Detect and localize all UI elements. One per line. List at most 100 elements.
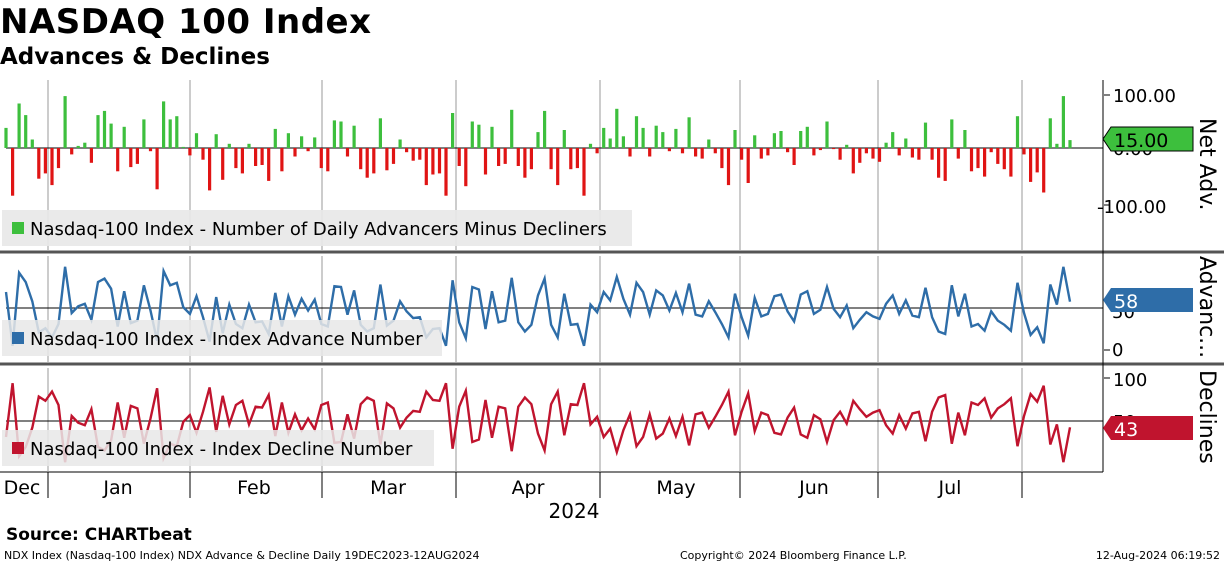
net-adv-bar — [884, 142, 888, 148]
net-adv-bar — [786, 148, 790, 153]
net-adv-bar — [76, 145, 80, 148]
net-adv-bar — [313, 137, 317, 148]
net-adv-bar — [877, 148, 882, 162]
net-adv-tick-top: 100.00 — [1113, 86, 1176, 107]
net-adv-bar — [871, 148, 875, 159]
net-adv-axis-title: Net Adv. — [1194, 118, 1219, 211]
decline-number-line — [4, 382, 1072, 463]
net-adv-bars — [4, 96, 1072, 196]
net-adv-bar — [832, 148, 836, 150]
net-adv-bar — [851, 148, 855, 174]
net-adv-bar — [1035, 148, 1039, 173]
net-adv-tick-bottom: -100.00 — [1097, 197, 1166, 218]
x-axis: Dec Jan Feb Mar Apr May Jun Jul — [4, 472, 1023, 499]
net-adv-bar — [63, 96, 67, 148]
net-adv-bar — [339, 121, 343, 148]
net-adv-bar — [746, 148, 750, 183]
net-adv-bar — [497, 148, 501, 166]
net-adv-bar — [858, 148, 862, 163]
net-adv-bar — [70, 148, 74, 155]
net-adv-bar — [365, 148, 369, 178]
net-adv-bar — [273, 128, 277, 148]
net-adv-bar — [24, 115, 28, 148]
net-adv-bar — [562, 130, 566, 148]
net-adv-bar — [503, 148, 507, 164]
net-adv-bar — [805, 126, 809, 148]
chart-canvas: Nasdaq-100 Index - Number of Daily Advan… — [0, 80, 1224, 520]
net-adv-bar — [1002, 148, 1006, 170]
footer-timestamp: 12-Aug-2024 06:19:52 — [1095, 549, 1220, 562]
net-adv-bar — [943, 148, 947, 181]
net-adv-bar — [451, 113, 455, 148]
net-adv-bar — [96, 115, 100, 148]
net-adv-bar — [897, 148, 901, 156]
x-axis-year: 2024 — [549, 499, 600, 520]
net-adv-bar — [247, 143, 251, 148]
net-adv-bar — [588, 143, 593, 148]
net-adv-bar — [162, 101, 166, 148]
net-adv-bar — [372, 148, 376, 174]
net-adv-bar — [470, 121, 474, 148]
net-adv-bar — [418, 148, 422, 160]
net-adv-bar — [753, 135, 757, 148]
net-adv-bar — [398, 139, 402, 148]
net-adv-bar — [208, 148, 212, 191]
net-adv-bar — [490, 126, 494, 148]
advance-axis-title: Advanc... — [1194, 256, 1219, 358]
x-tick-label: May — [656, 477, 695, 499]
net-adv-bar — [963, 130, 967, 148]
net-adv-bar — [11, 148, 15, 196]
decline-tick-top: 100 — [1113, 370, 1147, 391]
net-adv-bar — [280, 148, 284, 172]
net-adv-bar — [457, 148, 461, 166]
net-adv-bar — [516, 148, 520, 166]
net-adv-bar — [621, 136, 625, 148]
net-adv-bar — [142, 119, 146, 148]
net-adv-bar — [523, 148, 527, 178]
net-adv-bar — [838, 148, 842, 160]
net-adv-bar — [687, 117, 691, 148]
net-adv-bar — [431, 148, 435, 175]
legend-advance: Nasdaq-100 Index - Index Advance Number — [2, 320, 442, 356]
net-adv-bar — [437, 148, 442, 174]
x-tick-label: Mar — [370, 477, 406, 499]
net-adv-bar — [306, 148, 310, 152]
net-adv-bar — [615, 108, 619, 148]
net-adv-bar — [766, 148, 770, 156]
net-adv-bar — [1022, 148, 1026, 155]
net-adv-bar — [201, 148, 205, 160]
net-adv-bar — [319, 148, 323, 169]
net-adv-bar — [759, 148, 763, 159]
net-adv-bar — [582, 148, 586, 196]
net-adv-bar — [30, 139, 34, 148]
net-adv-bar — [155, 148, 159, 190]
net-adv-bar — [812, 148, 816, 156]
net-adv-bar — [536, 132, 540, 148]
net-adv-bar — [556, 148, 560, 186]
net-adv-bar — [575, 148, 579, 169]
net-adv-bar — [595, 148, 599, 154]
x-tick-label: Apr — [512, 477, 545, 499]
net-adv-bar — [116, 148, 120, 172]
net-adv-bar — [109, 123, 113, 148]
net-adv-bar — [483, 148, 488, 175]
net-adv-bar — [740, 148, 744, 160]
net-adv-bar — [444, 148, 448, 196]
net-adv-bar — [700, 148, 704, 159]
net-adv-bar — [569, 148, 573, 170]
net-adv-bar — [989, 148, 993, 153]
net-adv-bar — [779, 131, 783, 148]
net-adv-bar — [37, 148, 41, 179]
chart-subtitle: Advances & Declines — [0, 44, 270, 70]
net-adv-bar — [930, 148, 934, 160]
legend-advance-label: Nasdaq-100 Index - Index Advance Number — [30, 329, 423, 350]
net-adv-bar — [720, 148, 724, 169]
net-adv-bar — [641, 127, 645, 148]
net-adv-bar — [956, 148, 960, 159]
footer-description: NDX Index (Nasdaq-100 Index) NDX Advance… — [4, 549, 480, 562]
net-adv-bar — [129, 148, 133, 168]
net-adv-bar — [50, 148, 54, 186]
net-adv-bar — [4, 127, 8, 148]
net-adv-bar — [267, 148, 271, 181]
x-tick-label: Feb — [237, 477, 271, 499]
